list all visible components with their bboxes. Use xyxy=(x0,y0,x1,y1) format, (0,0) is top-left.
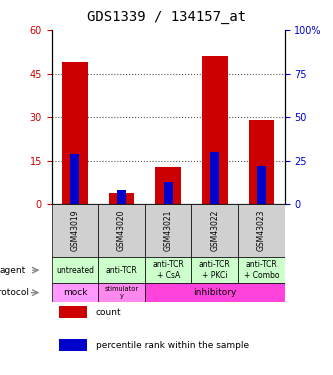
Bar xyxy=(62,62,88,204)
Text: GSM43020: GSM43020 xyxy=(117,210,126,252)
Text: stimulator
y: stimulator y xyxy=(105,286,139,299)
Text: GSM43023: GSM43023 xyxy=(257,210,266,252)
FancyBboxPatch shape xyxy=(98,204,145,257)
Text: anti-TCR: anti-TCR xyxy=(106,266,138,274)
Text: percentile rank within the sample: percentile rank within the sample xyxy=(96,340,249,350)
FancyBboxPatch shape xyxy=(238,204,285,257)
Text: GSM43021: GSM43021 xyxy=(164,210,173,251)
Bar xyxy=(155,166,181,204)
Bar xyxy=(59,306,87,318)
Text: agent: agent xyxy=(0,266,26,274)
Text: anti-TCR
+ PKCi: anti-TCR + PKCi xyxy=(199,261,231,280)
Text: GDS1339 / 134157_at: GDS1339 / 134157_at xyxy=(87,10,246,24)
FancyBboxPatch shape xyxy=(52,257,98,284)
Bar xyxy=(164,182,172,204)
Text: GSM43019: GSM43019 xyxy=(70,210,80,252)
Bar xyxy=(117,190,126,204)
Bar xyxy=(109,193,134,204)
FancyBboxPatch shape xyxy=(191,257,238,284)
Bar xyxy=(71,154,79,204)
FancyBboxPatch shape xyxy=(98,257,145,284)
Text: protocol: protocol xyxy=(0,288,29,297)
FancyBboxPatch shape xyxy=(52,204,98,257)
FancyBboxPatch shape xyxy=(145,284,285,302)
Bar xyxy=(210,152,219,204)
Text: anti-TCR
+ CsA: anti-TCR + CsA xyxy=(152,261,184,280)
FancyBboxPatch shape xyxy=(145,257,191,284)
Text: GSM43022: GSM43022 xyxy=(210,210,219,251)
Bar xyxy=(202,56,228,204)
Bar xyxy=(59,339,87,351)
FancyBboxPatch shape xyxy=(98,284,145,302)
FancyBboxPatch shape xyxy=(145,204,191,257)
Text: inhibitory: inhibitory xyxy=(193,288,236,297)
Text: untreated: untreated xyxy=(56,266,94,274)
Bar xyxy=(257,166,266,204)
Text: count: count xyxy=(96,308,122,317)
FancyBboxPatch shape xyxy=(52,284,98,302)
Text: mock: mock xyxy=(63,288,87,297)
Text: anti-TCR
+ Combo: anti-TCR + Combo xyxy=(244,261,279,280)
FancyBboxPatch shape xyxy=(191,204,238,257)
Bar xyxy=(248,120,274,204)
FancyBboxPatch shape xyxy=(238,257,285,284)
